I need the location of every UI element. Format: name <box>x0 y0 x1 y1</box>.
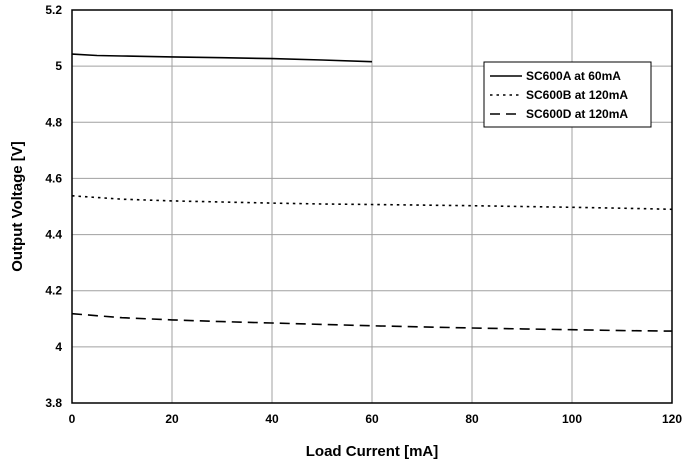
legend-label: SC600A at 60mA <box>526 69 621 83</box>
series-line-3 <box>71 312 673 332</box>
x-tick-label: 0 <box>69 412 76 426</box>
x-axis-tick-labels: 0 20 40 60 80 100 120 <box>69 412 683 426</box>
series-line-1 <box>71 53 373 63</box>
y-tick-label: 4.4 <box>45 228 62 242</box>
legend-label: SC600D at 120mA <box>526 107 628 121</box>
y-tick-label: 5 <box>55 59 62 73</box>
y-tick-label: 5.2 <box>45 3 62 17</box>
x-axis-title: Load Current [mA] <box>306 443 439 460</box>
y-tick-label: 4.6 <box>45 171 62 185</box>
x-tick-label: 120 <box>662 412 682 426</box>
x-tick-label: 60 <box>365 412 379 426</box>
x-tick-label: 100 <box>562 412 582 426</box>
x-tick-label: 80 <box>465 412 479 426</box>
y-axis-tick-labels: 3.8 4 4.2 4.4 4.6 4.8 5 5.2 <box>45 3 62 410</box>
y-tick-label: 4.2 <box>45 284 62 298</box>
series-layer <box>71 53 673 332</box>
y-tick-label: 4 <box>55 340 62 354</box>
y-tick-label: 3.8 <box>45 396 62 410</box>
x-tick-label: 40 <box>265 412 279 426</box>
y-axis-title: Output Voltage [V] <box>9 141 26 272</box>
x-tick-label: 20 <box>165 412 179 426</box>
series-line-2 <box>71 195 673 211</box>
legend: SC600A at 60mA SC600B at 120mA SC600D at 1… <box>483 61 652 128</box>
y-tick-label: 4.8 <box>45 115 62 129</box>
legend-label: SC600B at 120mA <box>526 88 628 102</box>
plot-area-frame <box>71 9 673 404</box>
